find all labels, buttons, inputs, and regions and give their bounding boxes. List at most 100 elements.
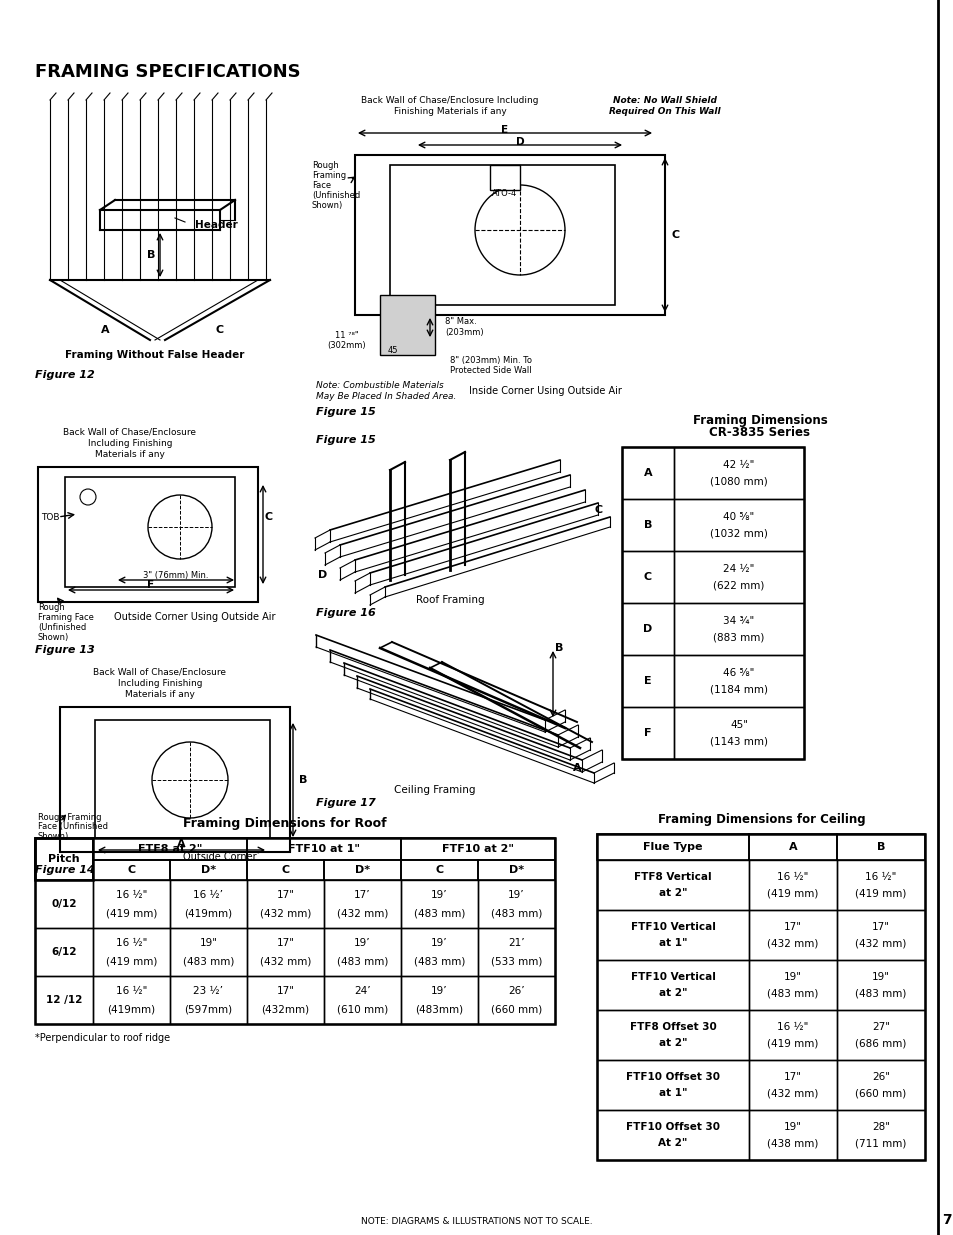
Text: Header: Header bbox=[194, 220, 237, 230]
Text: 45": 45" bbox=[729, 720, 747, 730]
Text: C: C bbox=[671, 230, 679, 240]
Text: Shown): Shown) bbox=[38, 632, 70, 641]
Bar bbox=[836, 1010, 924, 1060]
Text: Framing Face: Framing Face bbox=[38, 613, 93, 621]
Text: Ceiling Framing: Ceiling Framing bbox=[394, 785, 476, 795]
Bar bbox=[324, 881, 400, 927]
Bar bbox=[748, 910, 836, 960]
Text: B: B bbox=[298, 776, 307, 785]
Text: D: D bbox=[642, 624, 652, 634]
Text: (597mm): (597mm) bbox=[184, 1004, 233, 1014]
Bar bbox=[324, 976, 400, 1024]
Text: Framing Dimensions: Framing Dimensions bbox=[692, 414, 826, 426]
Bar bbox=[597, 834, 924, 1160]
Text: 17": 17" bbox=[276, 939, 294, 948]
Bar bbox=[400, 881, 477, 927]
Text: Figure 15: Figure 15 bbox=[315, 435, 375, 445]
Text: Back Wall of Chase/Enclosure: Back Wall of Chase/Enclosure bbox=[64, 427, 196, 436]
Text: F: F bbox=[643, 727, 651, 739]
Text: (432 mm): (432 mm) bbox=[259, 956, 311, 966]
Bar bbox=[673, 447, 803, 499]
Bar bbox=[247, 839, 400, 860]
Text: Face (Unfinished: Face (Unfinished bbox=[38, 823, 108, 831]
Text: Back Wall of Chase/Enclosure: Back Wall of Chase/Enclosure bbox=[93, 667, 226, 677]
Text: Including Finishing: Including Finishing bbox=[88, 438, 172, 447]
Text: Required On This Wall: Required On This Wall bbox=[609, 106, 720, 116]
Bar bbox=[35, 839, 92, 881]
Text: 7: 7 bbox=[942, 1213, 951, 1228]
Text: (483 mm): (483 mm) bbox=[490, 908, 541, 918]
Text: Inside Corner Using Outside Air: Inside Corner Using Outside Air bbox=[468, 387, 620, 396]
Bar bbox=[355, 156, 664, 315]
Bar bbox=[38, 467, 257, 601]
Text: 17": 17" bbox=[783, 1072, 801, 1082]
Text: at 1": at 1" bbox=[659, 939, 686, 948]
Text: 17": 17" bbox=[871, 923, 889, 932]
Bar bbox=[490, 165, 519, 190]
Text: Face: Face bbox=[312, 180, 331, 189]
Text: FTF10 Vertical: FTF10 Vertical bbox=[630, 923, 715, 932]
Text: May Be Placed In Shaded Area.: May Be Placed In Shaded Area. bbox=[315, 391, 456, 400]
Bar bbox=[673, 551, 803, 603]
Text: 17": 17" bbox=[276, 986, 294, 995]
Bar bbox=[477, 976, 555, 1024]
Text: (1032 mm): (1032 mm) bbox=[709, 529, 767, 538]
Text: D*: D* bbox=[201, 864, 215, 876]
Text: (1184 mm): (1184 mm) bbox=[709, 684, 767, 694]
Text: (483 mm): (483 mm) bbox=[855, 988, 905, 998]
Text: Framing: Framing bbox=[312, 170, 346, 179]
Text: Back Wall of Chase/Enclosure Including: Back Wall of Chase/Enclosure Including bbox=[361, 95, 538, 105]
Text: 42 ½": 42 ½" bbox=[722, 459, 754, 471]
Bar bbox=[92, 839, 247, 860]
Text: (432 mm): (432 mm) bbox=[766, 1088, 818, 1098]
Bar bbox=[673, 603, 803, 655]
Text: 23 ½’: 23 ½’ bbox=[193, 986, 223, 995]
Bar bbox=[65, 477, 234, 587]
Bar bbox=[597, 910, 748, 960]
Text: Framing Without False Header: Framing Without False Header bbox=[65, 350, 244, 359]
Text: B: B bbox=[147, 249, 154, 261]
Text: A: A bbox=[643, 468, 652, 478]
Bar bbox=[597, 960, 748, 1010]
Text: 19’: 19’ bbox=[431, 939, 447, 948]
Bar bbox=[748, 1060, 836, 1110]
Text: FTF10 Offset 30: FTF10 Offset 30 bbox=[625, 1123, 720, 1132]
Text: (432 mm): (432 mm) bbox=[336, 908, 388, 918]
Text: FRAMING SPECIFICATIONS: FRAMING SPECIFICATIONS bbox=[35, 63, 300, 82]
Text: 19": 19" bbox=[783, 972, 801, 982]
Text: at 2": at 2" bbox=[659, 888, 686, 898]
Text: Framing Dimensions for Ceiling: Framing Dimensions for Ceiling bbox=[658, 814, 865, 826]
Text: (432 mm): (432 mm) bbox=[259, 908, 311, 918]
Text: Outside Corner Using Outside Air: Outside Corner Using Outside Air bbox=[114, 613, 275, 622]
Bar bbox=[35, 839, 555, 1024]
Text: (Unfinished: (Unfinished bbox=[38, 622, 86, 631]
Bar bbox=[400, 860, 477, 881]
Text: C: C bbox=[643, 572, 652, 582]
Bar bbox=[92, 976, 170, 1024]
Text: (419mm): (419mm) bbox=[184, 908, 233, 918]
Text: NOTE: DIAGRAMS & ILLUSTRATIONS NOT TO SCALE.: NOTE: DIAGRAMS & ILLUSTRATIONS NOT TO SC… bbox=[361, 1218, 592, 1226]
Bar bbox=[477, 927, 555, 976]
Text: (302mm): (302mm) bbox=[327, 341, 366, 350]
Text: 26’: 26’ bbox=[508, 986, 524, 995]
Text: Figure 17: Figure 17 bbox=[315, 798, 375, 808]
Text: 24’: 24’ bbox=[354, 986, 371, 995]
Text: Outside Corner: Outside Corner bbox=[183, 852, 256, 862]
Text: 16 ½": 16 ½" bbox=[115, 890, 147, 900]
Text: *Perpendicular to roof ridge: *Perpendicular to roof ridge bbox=[35, 1032, 170, 1044]
Bar bbox=[170, 927, 247, 976]
Text: Flue Type: Flue Type bbox=[642, 842, 702, 852]
Text: (483 mm): (483 mm) bbox=[766, 988, 818, 998]
Text: 8" (203mm) Min. To: 8" (203mm) Min. To bbox=[450, 356, 532, 364]
Bar bbox=[92, 881, 170, 927]
Text: F: F bbox=[148, 580, 154, 590]
Bar bbox=[836, 860, 924, 910]
Text: FTF8 Offset 30: FTF8 Offset 30 bbox=[629, 1023, 716, 1032]
Bar bbox=[836, 834, 924, 860]
Text: (711 mm): (711 mm) bbox=[855, 1137, 905, 1149]
Text: D: D bbox=[317, 571, 327, 580]
Text: (483 mm): (483 mm) bbox=[336, 956, 388, 966]
Text: Figure 12: Figure 12 bbox=[35, 370, 94, 380]
Text: E: E bbox=[501, 125, 508, 135]
Bar bbox=[400, 839, 555, 860]
